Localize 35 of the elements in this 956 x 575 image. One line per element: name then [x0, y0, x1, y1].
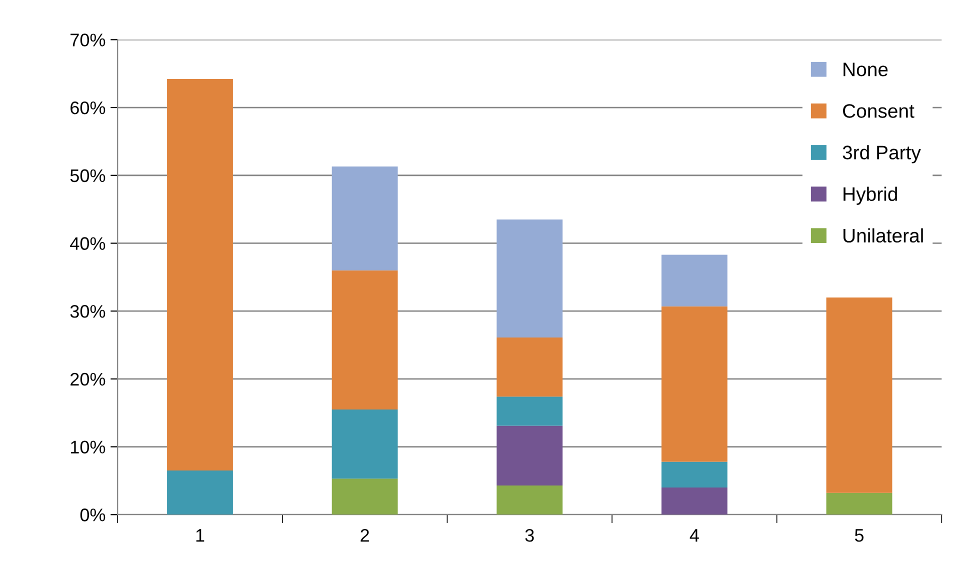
- bar: [496, 219, 563, 338]
- bar: [332, 270, 398, 410]
- bar: [496, 396, 563, 426]
- legend-label: None: [844, 62, 888, 76]
- legend-label: 3rd Party: [842, 145, 921, 164]
- x-tick-label: 1: [196, 529, 204, 542]
- y-tick-label: 40%: [70, 237, 106, 250]
- bar: [496, 485, 563, 515]
- bar: [661, 306, 728, 462]
- y-tick-label: 10%: [71, 440, 106, 454]
- legend-label: Hybrid: [844, 186, 897, 205]
- bar: [661, 254, 728, 306]
- y-tick-label: 20%: [70, 372, 106, 386]
- bar: [826, 492, 892, 515]
- bar: [167, 470, 233, 515]
- bar: [826, 298, 892, 493]
- bar: [167, 79, 233, 471]
- bar: [661, 487, 728, 515]
- legend-label: Consent: [843, 104, 914, 118]
- bar: [496, 338, 563, 397]
- bar: [332, 409, 398, 479]
- y-tick-label: 50%: [70, 169, 106, 182]
- y-tick-label: 60%: [70, 101, 106, 114]
- bar: [496, 426, 563, 486]
- bar: [332, 166, 398, 270]
- x-tick-label: 4: [690, 529, 699, 542]
- bar: [332, 478, 398, 515]
- y-tick-label: 30%: [70, 305, 106, 318]
- x-tick-label: 2: [360, 528, 369, 542]
- bar: [661, 462, 728, 488]
- y-tick-label: 70%: [70, 34, 106, 46]
- legend-label: Unilateral: [844, 228, 923, 243]
- x-tick-label: 5: [854, 529, 864, 542]
- y-tick-label: 0%: [80, 508, 106, 522]
- x-tick-label: 3: [525, 528, 534, 542]
